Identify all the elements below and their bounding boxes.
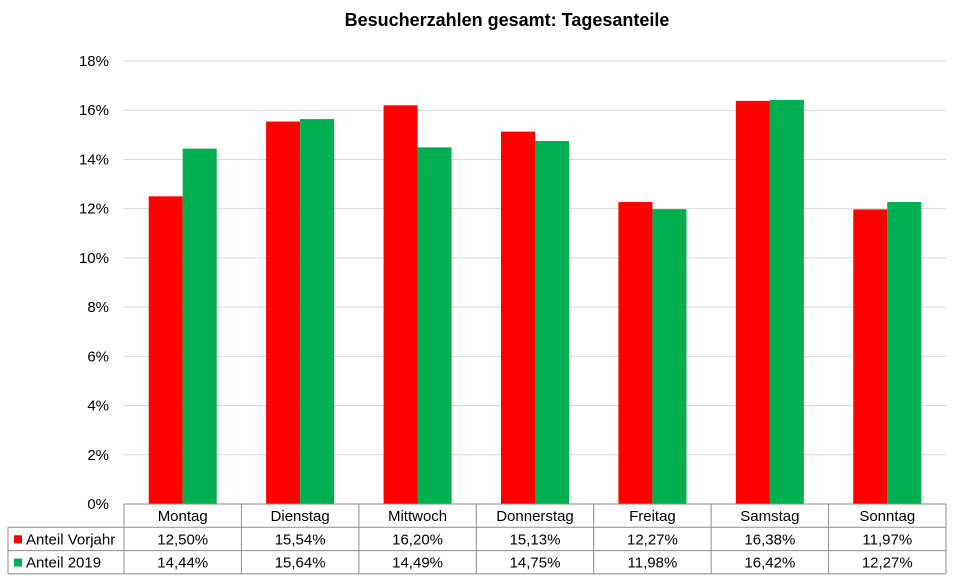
data-label: 12,27% xyxy=(862,555,913,572)
y-tick-label: 4% xyxy=(87,398,109,415)
y-tick-label: 2% xyxy=(87,447,109,464)
x-category-label: Dienstag xyxy=(271,508,330,525)
bar-2019-donnerstag xyxy=(535,140,569,504)
bar-2019-montag xyxy=(182,148,217,505)
bar-vorjahr-donnerstag xyxy=(501,131,535,504)
data-label: 12,50% xyxy=(157,531,208,548)
bar-vorjahr-dienstag xyxy=(266,121,301,504)
bar-2019-mittwoch xyxy=(417,147,452,504)
y-tick-label: 6% xyxy=(87,348,109,365)
bar-vorjahr-sonntag xyxy=(853,209,888,504)
bar-vorjahr-montag xyxy=(148,196,183,504)
y-tick-label: 10% xyxy=(79,250,109,267)
data-label: 14,75% xyxy=(510,555,561,572)
data-label: 15,54% xyxy=(275,531,326,548)
data-label: 16,20% xyxy=(392,531,443,548)
data-label: 11,98% xyxy=(628,555,678,572)
x-category-label: Sonntag xyxy=(859,508,915,525)
data-label: 15,13% xyxy=(510,531,561,548)
y-tick-label: 14% xyxy=(79,151,109,168)
bar-2019-dienstag xyxy=(300,119,335,505)
data-label: 14,44% xyxy=(157,555,208,572)
y-axis-ticks: 0% 2% 4% 6% 8% 10% 12% 14% 16% 18% xyxy=(79,53,109,513)
data-label: 15,64% xyxy=(275,555,326,572)
y-tick-label: 16% xyxy=(79,102,109,119)
bar-2019-samstag xyxy=(769,99,804,504)
data-label: 14,49% xyxy=(392,555,443,572)
legend-label: Anteil Vorjahr xyxy=(26,531,115,548)
data-table: Montag Dienstag Mittwoch Donnerstag Freitag S… xyxy=(7,503,947,575)
bar-vorjahr-freitag xyxy=(618,202,653,504)
x-category-label: Freitag xyxy=(629,508,676,525)
bars xyxy=(148,99,922,505)
y-tick-label: 8% xyxy=(87,299,109,316)
data-label: 12,27% xyxy=(627,531,678,548)
y-tick-label: 12% xyxy=(79,201,109,218)
bar-2019-freitag xyxy=(652,209,687,505)
bar-vorjahr-mittwoch xyxy=(383,105,418,505)
bar-vorjahr-samstag xyxy=(735,100,770,505)
legend-label: Anteil 2019 xyxy=(26,555,101,572)
x-category-label: Mittwoch xyxy=(388,508,447,525)
data-label: 11,97% xyxy=(862,531,912,548)
x-category-label: Samstag xyxy=(740,508,799,525)
x-category-label: Donnerstag xyxy=(496,508,574,525)
bar-2019-sonntag xyxy=(887,202,922,504)
legend-key-2019 xyxy=(14,558,22,567)
x-category-label: Montag xyxy=(158,508,208,525)
legend-key-vorjahr xyxy=(14,535,22,544)
chart-title: Besucherzahlen gesamt: Tagesanteile xyxy=(345,10,670,30)
y-tick-label: 18% xyxy=(79,53,109,70)
y-tick-label: 0% xyxy=(87,496,109,513)
data-label: 16,42% xyxy=(744,555,795,572)
data-label: 16,38% xyxy=(744,531,795,548)
